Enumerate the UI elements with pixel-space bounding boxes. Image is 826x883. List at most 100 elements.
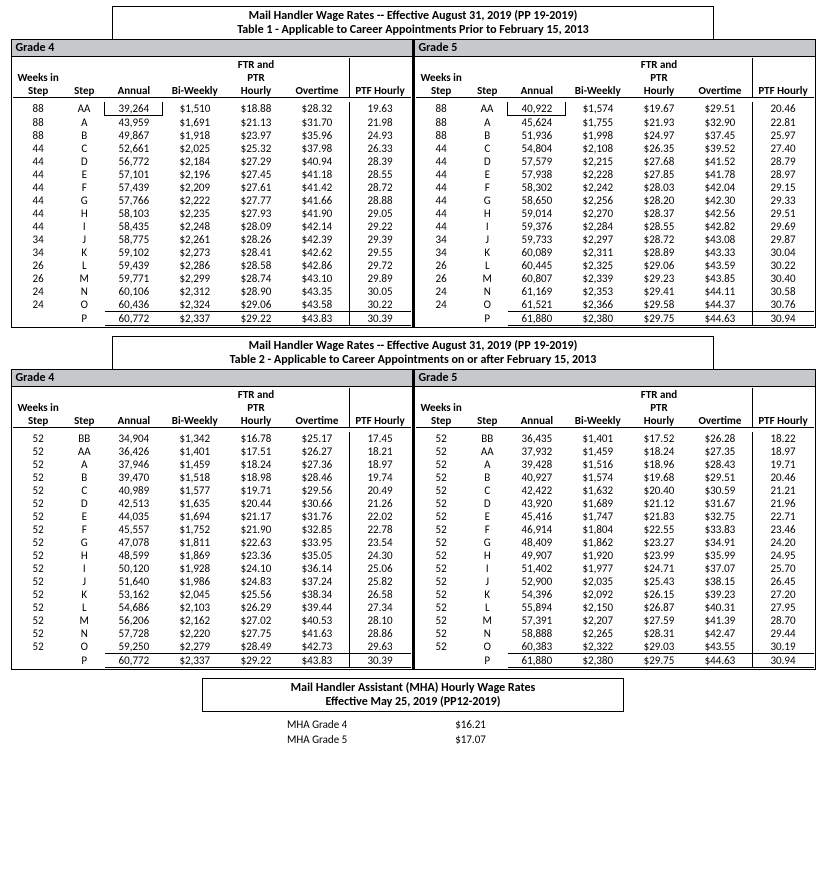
- cell-weeks: 26: [416, 259, 467, 272]
- cell-hourly: $21.90: [227, 523, 286, 536]
- wage-row: 44G58,650$2,256$28.20$42.3029.33: [416, 194, 814, 207]
- wage-row: 52L54,686$2,103$26.29$39.4427.34: [13, 601, 411, 614]
- cell-step: F: [64, 181, 105, 194]
- wage-row: 88A45,624$1,755$21.93$32.9022.81: [416, 116, 814, 130]
- cell-overtime: $41.63: [285, 627, 349, 640]
- cell-ptf: 23.46: [752, 523, 813, 536]
- cell-biweekly: $2,103: [163, 601, 227, 614]
- cell-overtime: $32.90: [688, 116, 752, 130]
- table2-title-box: Mail Handler Wage Rates -- Effective Aug…: [112, 336, 714, 369]
- cell-annual: 54,686: [105, 601, 163, 614]
- cell-hourly: $21.83: [630, 510, 689, 523]
- cell-biweekly: $2,284: [566, 220, 630, 233]
- cell-hourly: $22.55: [630, 523, 689, 536]
- cell-overtime: $42.62: [285, 246, 349, 259]
- cell-hourly: $23.36: [227, 549, 286, 562]
- cell-weeks: 52: [13, 458, 64, 471]
- wage-row: 52B40,927$1,574$19.68$29.5120.46: [416, 471, 814, 484]
- cell-annual: 59,250: [105, 640, 163, 654]
- cell-ptf: 30.22: [752, 259, 813, 272]
- cell-weeks: 52: [13, 614, 64, 627]
- table1-grade4-table: Weeks inStepStepAnnualBi-WeeklyFTR andPT…: [13, 58, 411, 326]
- cell-hourly: $19.68: [630, 471, 689, 484]
- cell-biweekly: $2,035: [566, 575, 630, 588]
- cell-biweekly: $2,273: [163, 246, 227, 259]
- cell-ptf: 30.04: [752, 246, 813, 259]
- cell-hourly: $17.52: [630, 432, 689, 445]
- mha-rate: $16.21: [443, 718, 551, 731]
- cell-annual: 59,771: [105, 272, 163, 285]
- wage-row: 52I50,120$1,928$24.10$36.1425.06: [13, 562, 411, 575]
- wage-row: 34K59,102$2,273$28.41$42.6229.55: [13, 246, 411, 259]
- cell-ptf: 28.79: [752, 155, 813, 168]
- cell-step: L: [467, 259, 508, 272]
- cell-annual: 58,775: [105, 233, 163, 246]
- wage-row: 24N61,169$2,353$29.41$44.1130.58: [416, 285, 814, 298]
- cell-overtime: $29.51: [688, 471, 752, 484]
- cell-biweekly: $2,337: [163, 654, 227, 668]
- cell-step: M: [64, 614, 105, 627]
- cell-biweekly: $1,986: [163, 575, 227, 588]
- cell-biweekly: $1,516: [566, 458, 630, 471]
- cell-step: AA: [64, 445, 105, 458]
- cell-biweekly: $1,459: [566, 445, 630, 458]
- cell-ptf: 29.51: [752, 207, 813, 220]
- cell-annual: 43,920: [508, 497, 566, 510]
- cell-overtime: $28.43: [688, 458, 752, 471]
- table1: Grade 4 Grade 5 Weeks inStepStepAnnualBi…: [11, 39, 816, 328]
- cell-hourly: $23.97: [227, 129, 286, 142]
- cell-step: B: [467, 471, 508, 484]
- cell-biweekly: $1,928: [163, 562, 227, 575]
- cell-biweekly: $2,025: [163, 142, 227, 155]
- cell-biweekly: $2,196: [163, 168, 227, 181]
- cell-biweekly: $1,632: [566, 484, 630, 497]
- cell-annual: 57,391: [508, 614, 566, 627]
- wage-row: 52M56,206$2,162$27.02$40.5328.10: [13, 614, 411, 627]
- cell-hourly: $29.03: [630, 640, 689, 654]
- cell-step: C: [64, 484, 105, 497]
- cell-ptf: 22.02: [349, 510, 410, 523]
- cell-step: N: [467, 627, 508, 640]
- cell-overtime: $44.63: [688, 654, 752, 668]
- cell-biweekly: $2,311: [566, 246, 630, 259]
- cell-weeks: 44: [13, 155, 64, 168]
- cell-weeks: 88: [416, 129, 467, 142]
- wage-row: 52H49,907$1,920$23.99$35.9924.95: [416, 549, 814, 562]
- cell-annual: 37,932: [508, 445, 566, 458]
- wage-row: 34K60,089$2,311$28.89$43.3330.04: [416, 246, 814, 259]
- col-weeks: Weeks inStep: [416, 388, 467, 428]
- cell-hourly: $29.75: [630, 312, 689, 326]
- cell-ptf: 24.93: [349, 129, 410, 142]
- cell-ptf: 18.22: [752, 432, 813, 445]
- wage-row: 52B39,470$1,518$18.98$28.4619.74: [13, 471, 411, 484]
- cell-overtime: $42.14: [285, 220, 349, 233]
- cell-hourly: $28.49: [227, 640, 286, 654]
- cell-overtime: $41.39: [688, 614, 752, 627]
- cell-weeks: 88: [416, 116, 467, 130]
- cell-weeks: 52: [13, 588, 64, 601]
- cell-step: J: [64, 233, 105, 246]
- table1-grade5-cell: Weeks inStepStepAnnualBi-WeeklyFTR andPT…: [413, 57, 815, 328]
- wage-row: 44F57,439$2,209$27.61$41.4228.72: [13, 181, 411, 194]
- table2: Grade 4 Grade 5 Weeks inStepStepAnnualBi…: [11, 369, 816, 670]
- cell-annual: 39,470: [105, 471, 163, 484]
- cell-hourly: $24.83: [227, 575, 286, 588]
- wage-row: P60,772$2,337$29.22$43.8330.39: [13, 312, 411, 326]
- wage-row: 52A37,946$1,459$18.24$27.3618.97: [13, 458, 411, 471]
- cell-annual: 58,435: [105, 220, 163, 233]
- cell-weeks: 52: [13, 432, 64, 445]
- cell-biweekly: $1,459: [163, 458, 227, 471]
- cell-overtime: $42.82: [688, 220, 752, 233]
- cell-hourly: $25.43: [630, 575, 689, 588]
- cell-biweekly: $2,353: [566, 285, 630, 298]
- cell-hourly: $27.93: [227, 207, 286, 220]
- cell-weeks: 52: [13, 445, 64, 458]
- cell-hourly: $27.68: [630, 155, 689, 168]
- cell-annual: 51,640: [105, 575, 163, 588]
- col-overtime: Overtime: [285, 58, 349, 98]
- cell-weeks: 52: [416, 458, 467, 471]
- cell-hourly: $26.29: [227, 601, 286, 614]
- cell-ptf: 22.78: [349, 523, 410, 536]
- cell-overtime: $43.33: [688, 246, 752, 259]
- wage-row: 26L59,439$2,286$28.58$42.8629.72: [13, 259, 411, 272]
